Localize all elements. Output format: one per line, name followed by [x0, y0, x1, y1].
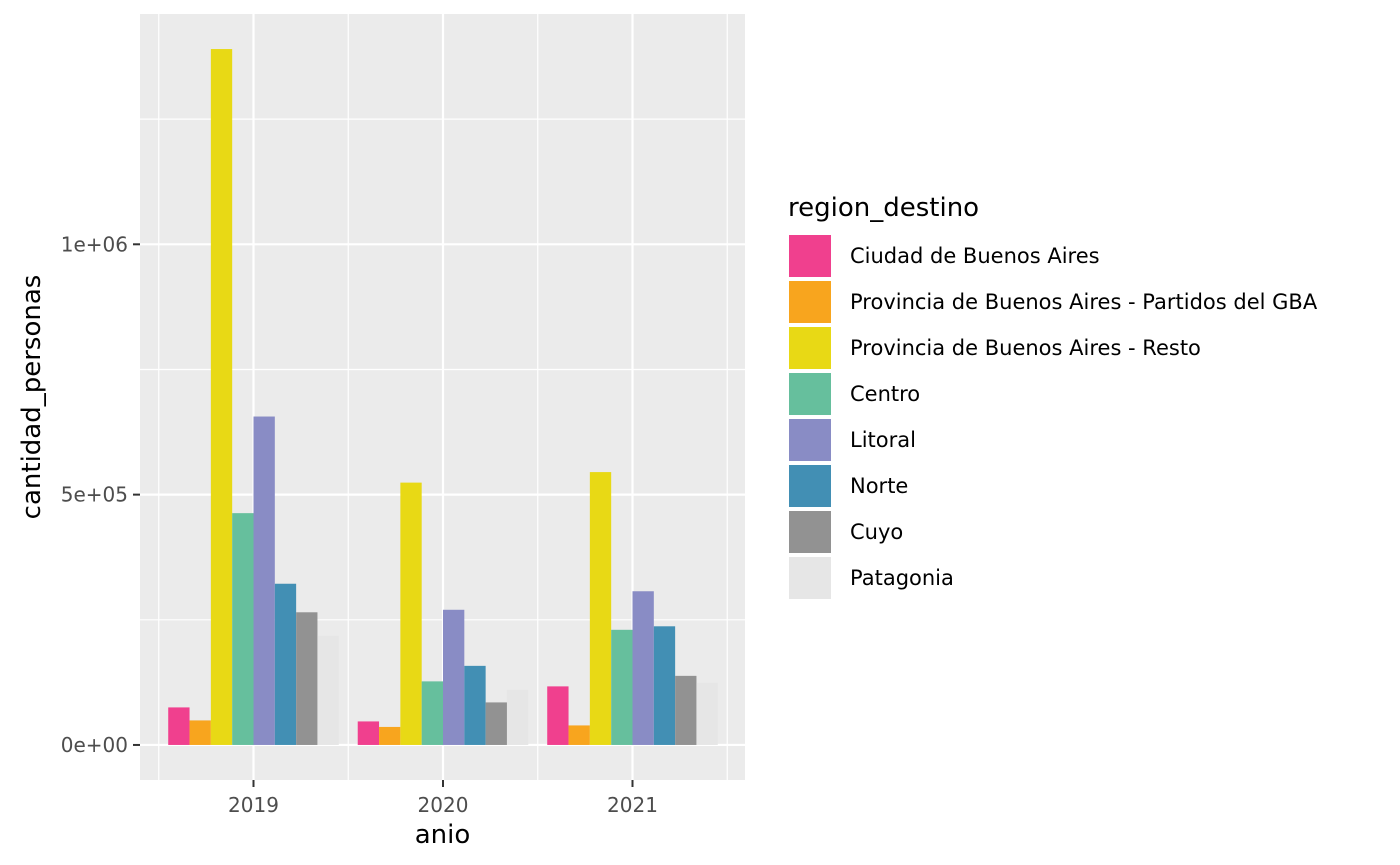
legend-key — [788, 418, 832, 462]
legend: region_destino Ciudad de Buenos Aires Pro… — [788, 188, 1317, 601]
bars — [168, 49, 718, 745]
x-tick-label: 2020 — [418, 793, 469, 817]
legend-label: Norte — [850, 474, 909, 498]
bar — [485, 702, 507, 745]
x-axis-tick-labels: 2019 2020 2021 — [228, 793, 658, 817]
legend-item: Ciudad de Buenos Aires — [788, 233, 1317, 279]
legend-key — [788, 280, 832, 324]
legend-key — [788, 464, 832, 508]
bar — [253, 416, 275, 745]
bar — [189, 720, 211, 745]
legend-item: Patagonia — [788, 555, 1317, 601]
bar — [400, 482, 422, 745]
bar — [168, 707, 190, 745]
legend-label: Cuyo — [850, 520, 904, 544]
legend-label: Provincia de Buenos Aires - Partidos del… — [850, 290, 1318, 314]
legend-label: Patagonia — [850, 566, 954, 590]
x-axis-title: anio — [415, 820, 471, 850]
bar — [506, 689, 529, 745]
legend-items: Ciudad de Buenos Aires Provincia de Bueno… — [788, 233, 1317, 601]
bar — [568, 725, 590, 745]
legend-key — [788, 372, 832, 416]
bar — [589, 472, 612, 745]
legend-key — [788, 234, 832, 278]
legend-key — [788, 326, 832, 370]
y-axis-tick-labels: 0e+00 5e+05 1e+06 — [61, 232, 128, 757]
bar — [675, 675, 697, 745]
bar — [296, 612, 318, 745]
bar — [696, 682, 718, 745]
bar — [210, 49, 233, 745]
legend-item: Cuyo — [788, 509, 1317, 555]
axis-ticks — [133, 243, 634, 787]
bar — [379, 726, 401, 745]
legend-key — [788, 556, 832, 600]
bar — [317, 635, 339, 745]
bar — [421, 681, 443, 745]
y-axis-title: cantidad_personas — [17, 275, 47, 520]
bar — [464, 665, 486, 745]
bar — [632, 591, 654, 745]
legend-label: Ciudad de Buenos Aires — [850, 244, 1100, 268]
bar — [357, 721, 380, 745]
legend-item: Norte — [788, 463, 1317, 509]
legend-label: Litoral — [850, 428, 916, 452]
bar — [547, 686, 569, 745]
legend-item: Provincia de Buenos Aires - Resto — [788, 325, 1317, 371]
bar — [232, 513, 254, 745]
legend-title: region_destino — [788, 193, 980, 223]
legend-label: Centro — [850, 382, 921, 406]
bar — [653, 626, 676, 745]
legend-item: Provincia de Buenos Aires - Partidos del… — [788, 279, 1317, 325]
y-tick-label: 1e+06 — [61, 232, 128, 256]
bar — [274, 583, 297, 745]
x-tick-label: 2019 — [228, 793, 279, 817]
y-tick-label: 0e+00 — [61, 733, 128, 757]
bar — [443, 609, 465, 745]
y-tick-label: 5e+05 — [61, 483, 128, 507]
legend-key — [788, 510, 832, 554]
x-tick-label: 2021 — [607, 793, 658, 817]
bar — [611, 629, 633, 745]
legend-item: Litoral — [788, 417, 1317, 463]
legend-label: Provincia de Buenos Aires - Resto — [850, 336, 1201, 360]
legend-item: Centro — [788, 371, 1317, 417]
